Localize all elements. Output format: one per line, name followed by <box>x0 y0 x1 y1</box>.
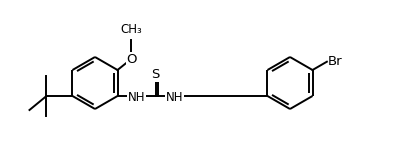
Text: NH: NH <box>166 90 183 103</box>
Text: Br: Br <box>328 55 343 68</box>
Text: NH: NH <box>128 90 145 103</box>
Text: S: S <box>151 68 160 81</box>
Text: CH₃: CH₃ <box>120 23 142 36</box>
Text: O: O <box>127 53 137 66</box>
